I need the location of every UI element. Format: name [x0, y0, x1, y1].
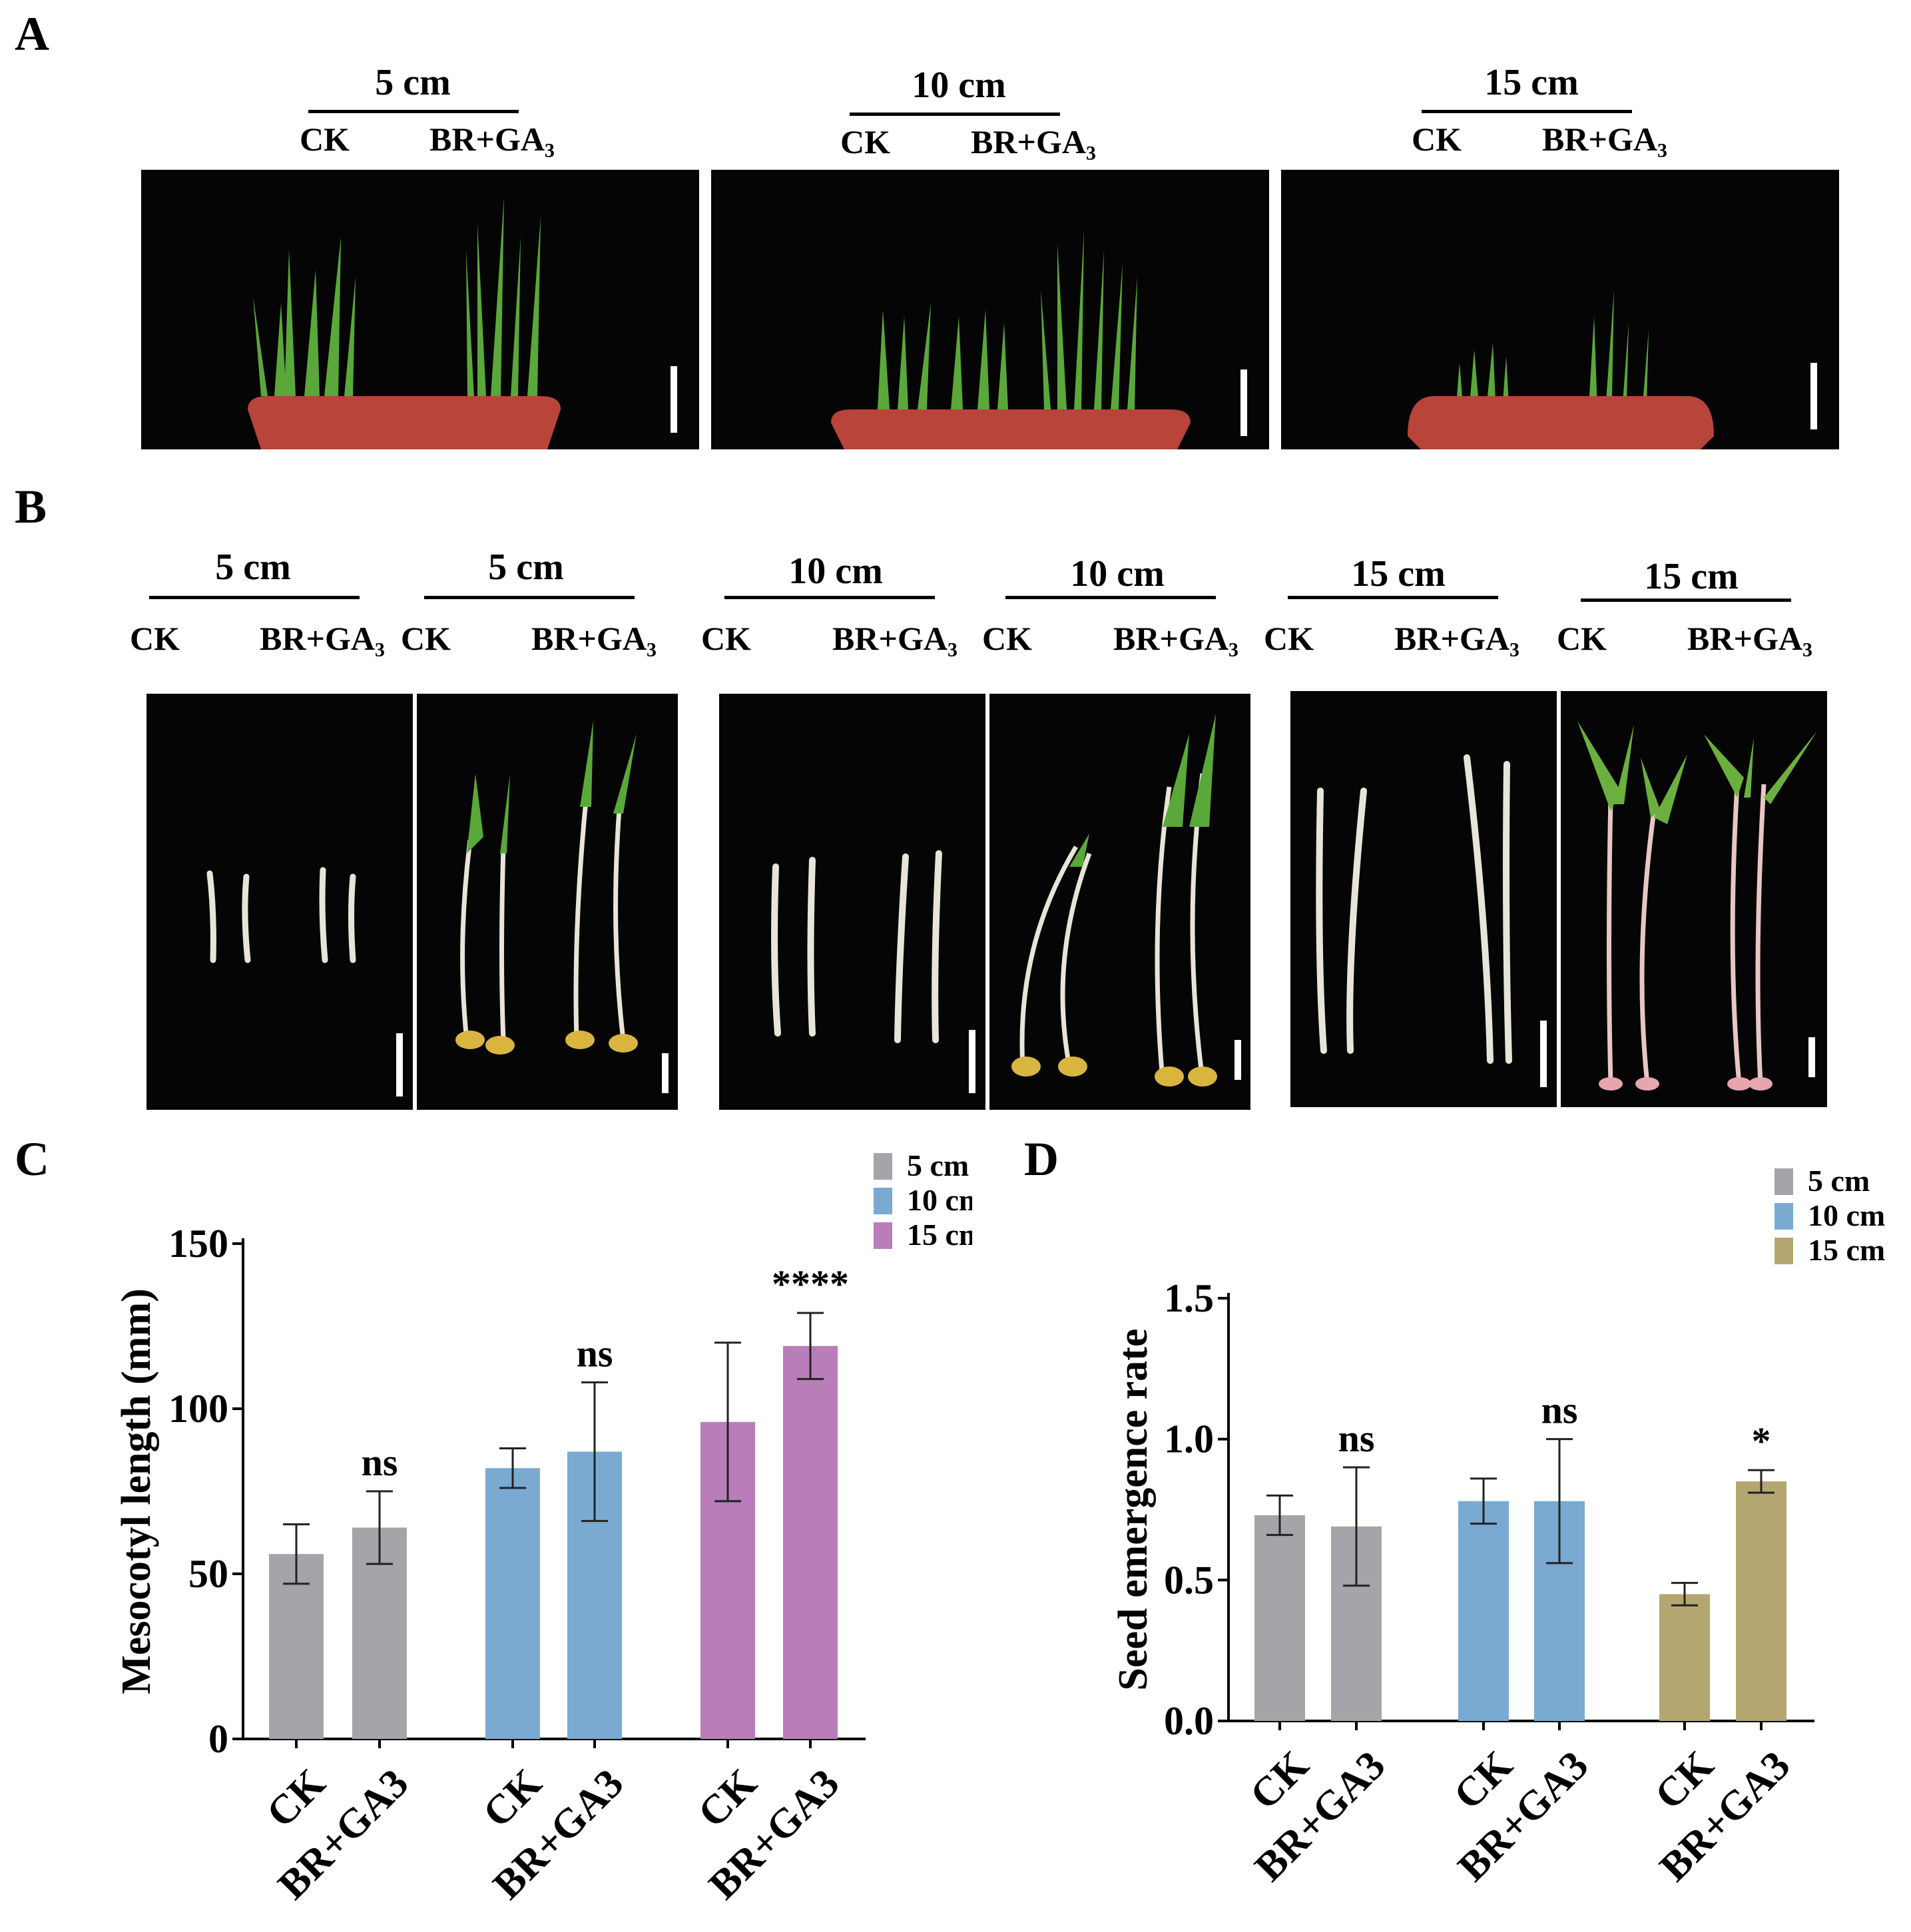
panel-b-trt-label: BR+GA₃ [832, 620, 957, 657]
panel-a-ck-label: CK [1412, 121, 1462, 158]
panel-a-ck-label: CK [300, 121, 350, 158]
panel-a-depth-label: 10 cm [912, 65, 1006, 106]
significance-label: ns [1338, 1417, 1375, 1460]
legend-swatch [874, 1188, 892, 1214]
legend-swatch [874, 1222, 892, 1249]
panel-b-ck-label: CK [701, 620, 751, 657]
panel-b-depth-line [424, 596, 635, 599]
legend-label: 15 cm [907, 1218, 972, 1252]
panel-b-photo-15cm-seedling [1561, 691, 1827, 1107]
panel-b-photo-10cm-mesocotyl [719, 694, 985, 1110]
panel-b-ck-label: CK [1264, 620, 1314, 657]
significance-label: * [1752, 1419, 1771, 1463]
y-tick-label: 150 [168, 1222, 228, 1266]
legend-swatch [1774, 1203, 1793, 1230]
y-axis-label: Mesocotyl length (mm) [114, 1288, 159, 1694]
panel-b-trt-label: BR+GA₃ [260, 620, 385, 657]
panel-b-depth-line [1005, 596, 1216, 599]
panel-b-depth-label: 10 cm [788, 551, 883, 592]
panel-a-photo-15cm [1281, 170, 1839, 449]
panel-b-depth-label: 5 cm [215, 547, 291, 588]
y-tick-label: 0.5 [1164, 1558, 1214, 1602]
panel-b-photo-15cm-mesocotyl [1290, 691, 1557, 1107]
panel-b-depth-label: 10 cm [1070, 553, 1165, 595]
bar [1254, 1515, 1305, 1721]
panel-a-trt-label: BR+GA₃ [971, 123, 1096, 160]
y-tick-label: 0 [208, 1717, 228, 1761]
panel-b-trt-label: BR+GA₃ [1687, 620, 1812, 657]
panel-a-photo-5cm [141, 170, 699, 449]
panel-a-photo-10cm [711, 170, 1269, 449]
panel-b-trt-label: BR+GA₃ [1394, 620, 1519, 657]
panel-a-depth-line [308, 110, 519, 113]
bar [269, 1554, 324, 1739]
legend-label: 10 cm [907, 1183, 972, 1217]
panel-a-ck-label: CK [840, 123, 890, 160]
legend-swatch [1774, 1168, 1793, 1195]
panel-b-ck-label: CK [401, 620, 451, 657]
panel-b-trt-label: BR+GA₃ [1113, 620, 1238, 657]
legend-label: 15 cm [1808, 1233, 1885, 1267]
bar [1458, 1501, 1509, 1721]
significance-label: ns [362, 1441, 398, 1484]
panel-b-ck-label: CK [130, 620, 180, 657]
y-tick-label: 1.5 [1164, 1276, 1214, 1320]
panel-a-letter: A [15, 7, 49, 61]
y-tick-label: 50 [188, 1552, 228, 1596]
panel-b-ck-label: CK [982, 620, 1032, 657]
bar [1659, 1594, 1710, 1721]
panel-b-letter: B [15, 480, 47, 533]
panel-a-depth-label: 15 cm [1484, 62, 1579, 103]
panel-a-depth-line [850, 113, 1060, 116]
legend-label: 10 cm [1808, 1198, 1885, 1232]
panel-c-letter: C [15, 1132, 49, 1186]
panel-b-depth-label: 15 cm [1644, 556, 1739, 597]
legend-label: 5 cm [907, 1148, 969, 1182]
panel-b-depth-line [1288, 596, 1498, 599]
panel-b-depth-label: 15 cm [1351, 553, 1446, 595]
panel-a-trt-label: BR+GA₃ [429, 121, 555, 158]
panel-b-trt-label: BR+GA₃ [531, 620, 657, 657]
bar [1736, 1481, 1786, 1721]
legend-swatch [1774, 1238, 1793, 1264]
panel-b-ck-label: CK [1557, 620, 1607, 657]
panel-a-depth-label: 5 cm [375, 62, 451, 103]
significance-label: **** [772, 1262, 849, 1306]
panel-b-depth-line [724, 596, 935, 599]
panel-a-depth-line [1422, 110, 1632, 113]
panel-d-letter: D [1024, 1132, 1059, 1186]
panel-b-depth-label: 5 cm [488, 547, 564, 588]
panel-b-photo-5cm-mesocotyl [146, 694, 413, 1110]
y-tick-label: 0.0 [1164, 1699, 1214, 1743]
panel-b-photo-10cm-seedling [989, 694, 1250, 1110]
y-tick-label: 1.0 [1164, 1417, 1214, 1461]
bar [783, 1345, 838, 1739]
panel-b-depth-line [1581, 599, 1791, 602]
panel-b-depth-line [149, 596, 360, 599]
significance-label: ns [577, 1331, 613, 1375]
panel-b-photo-5cm-seedling [417, 694, 678, 1110]
significance-label: ns [1541, 1389, 1578, 1432]
panel-a-trt-label: BR+GA₃ [1542, 121, 1667, 158]
y-axis-label: Seed emergence rate [1111, 1329, 1156, 1691]
legend-swatch [874, 1153, 892, 1180]
legend-label: 5 cm [1808, 1164, 1870, 1198]
bar [485, 1468, 540, 1739]
y-tick-label: 100 [168, 1387, 228, 1431]
